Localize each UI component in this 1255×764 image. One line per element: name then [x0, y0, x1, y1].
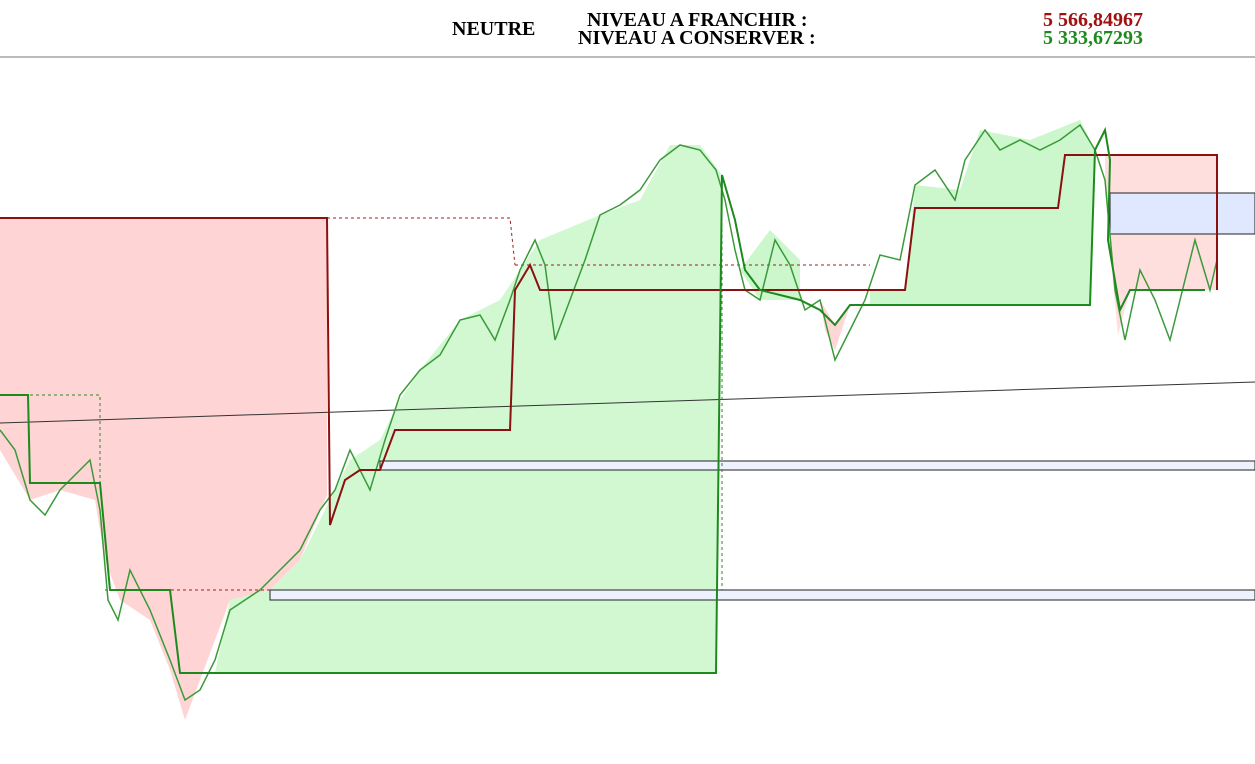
zone-box: [269, 589, 1255, 601]
status: NEUTRE: [452, 18, 536, 40]
green-zone: [870, 120, 1095, 305]
price-line: [0, 123, 1218, 702]
green-zone: [185, 145, 722, 673]
support-line: [0, 126, 1205, 674]
dashed-lines: [0, 175, 870, 591]
level-label: NIVEAU A CONSERVER :: [578, 27, 816, 49]
level-value: 5 566,84967: [1043, 9, 1143, 31]
red-zone: [0, 218, 327, 720]
level-value: 5 333,67293: [1043, 27, 1143, 49]
level-label: NIVEAU A FRANCHIR :: [587, 9, 808, 31]
zone-box: [1109, 192, 1255, 235]
resistance-line: [0, 154, 1218, 526]
zone-box: [379, 460, 1255, 471]
trend-line: [0, 381, 1255, 424]
